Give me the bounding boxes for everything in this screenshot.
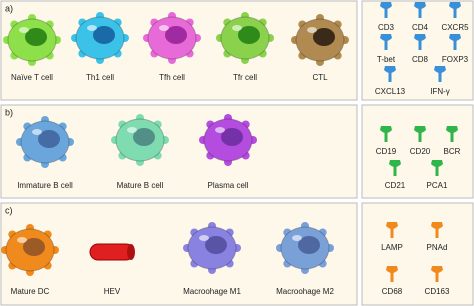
cell-label: Tfh cell — [159, 73, 185, 82]
cell-nucleus — [298, 236, 320, 254]
cell-highlight — [215, 127, 225, 133]
marker-label: CD163 — [425, 287, 450, 296]
cell-nucleus — [165, 26, 187, 44]
marker-label: CD20 — [410, 147, 431, 156]
cell-highlight — [17, 237, 27, 243]
marker-head — [386, 266, 398, 273]
cell-highlight — [232, 25, 242, 31]
hev-end — [127, 244, 135, 260]
cell-nucleus — [238, 26, 260, 44]
cell-label: HEV — [104, 287, 121, 296]
marker-stem — [453, 8, 457, 18]
cell-highlight — [292, 235, 302, 241]
marker-stem — [384, 132, 388, 142]
cell-nucleus — [25, 28, 47, 46]
cell-nucleus — [313, 28, 335, 46]
marker-label: FOXP3 — [442, 55, 469, 64]
cell-highlight — [159, 25, 169, 31]
marker-label: BCR — [444, 147, 461, 156]
marker-label: CD4 — [412, 23, 429, 32]
marker-stem — [438, 72, 442, 82]
cell-label: Th1 cell — [86, 73, 114, 82]
marker-head — [380, 34, 392, 41]
marker-head — [386, 222, 398, 229]
marker-stem — [384, 8, 388, 18]
cell-nucleus — [221, 128, 243, 146]
marker-label: CD8 — [412, 55, 429, 64]
marker-head — [414, 2, 426, 9]
cell-label: Mature DC — [11, 287, 50, 296]
marker-head — [431, 266, 443, 273]
marker-stem — [435, 166, 439, 176]
marker-head — [431, 160, 443, 167]
panel-label: c) — [5, 205, 13, 215]
marker-head — [389, 160, 401, 167]
panel-label: b) — [5, 107, 13, 117]
cell-label: Macroohage M1 — [183, 287, 241, 296]
panel-b-legend-box — [361, 104, 474, 199]
marker-head — [380, 2, 392, 9]
marker-stem — [390, 272, 394, 282]
marker-label: T-bet — [377, 55, 396, 64]
cell-label: CTL — [312, 73, 328, 82]
marker-stem — [384, 40, 388, 50]
cell-highlight — [32, 129, 42, 135]
marker-head — [434, 66, 446, 73]
marker-stem — [435, 272, 439, 282]
cell-label: Mature B cell — [117, 181, 164, 190]
marker-stem — [388, 72, 392, 82]
marker-stem — [450, 132, 454, 142]
cell-highlight — [307, 27, 317, 33]
marker-head — [414, 126, 426, 133]
marker-label: CXCL13 — [375, 87, 406, 96]
cell-nucleus — [38, 130, 60, 148]
marker-stem — [418, 8, 422, 18]
marker-stem — [453, 40, 457, 50]
cell-label: Tfr cell — [233, 73, 257, 82]
marker-label: PNAd — [427, 243, 448, 252]
marker-label: PCA1 — [427, 181, 448, 190]
marker-head — [384, 66, 396, 73]
marker-label: LAMP — [381, 243, 403, 252]
marker-stem — [390, 228, 394, 238]
cell-highlight — [199, 235, 209, 241]
marker-label: CD19 — [376, 147, 397, 156]
marker-head — [449, 2, 461, 9]
marker-head — [414, 34, 426, 41]
marker-head — [380, 126, 392, 133]
cell-label: Macroohage M2 — [276, 287, 334, 296]
cell-nucleus — [133, 128, 155, 146]
marker-head — [446, 126, 458, 133]
marker-stem — [418, 132, 422, 142]
marker-stem — [418, 40, 422, 50]
cell-highlight — [127, 127, 137, 133]
cell-label: Naïve T cell — [11, 73, 53, 82]
marker-stem — [393, 166, 397, 176]
marker-label: CD68 — [382, 287, 403, 296]
cell-nucleus — [23, 238, 45, 256]
marker-label: IFN-γ — [430, 87, 450, 96]
cell-label: Plasma cell — [208, 181, 249, 190]
cell-nucleus — [205, 236, 227, 254]
marker-head — [449, 34, 461, 41]
cell-highlight — [19, 27, 29, 33]
marker-label: CXCR5 — [441, 23, 469, 32]
cell-highlight — [87, 25, 97, 31]
marker-stem — [435, 228, 439, 238]
cell-label: Immature B cell — [17, 181, 73, 190]
panel-label: a) — [5, 3, 13, 13]
panel-c-legend-box — [361, 202, 474, 306]
marker-label: CD3 — [378, 23, 395, 32]
marker-head — [431, 222, 443, 229]
marker-label: CD21 — [385, 181, 406, 190]
cell-nucleus — [93, 26, 115, 44]
